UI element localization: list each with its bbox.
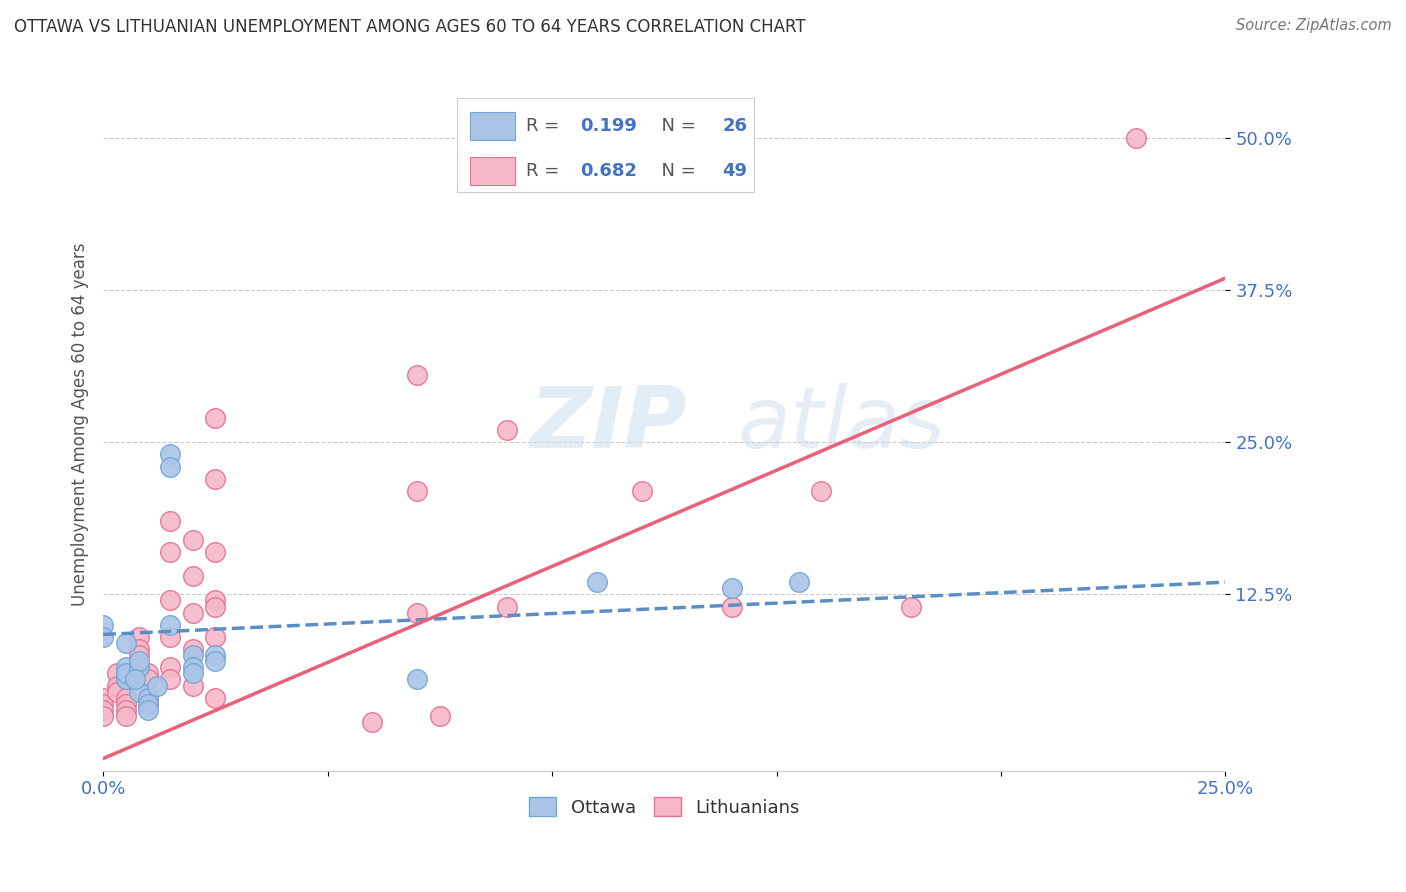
Point (159, 630, 181, 644)
Point (204, 648, 226, 662)
Point (496, 599, 519, 614)
Point (114, 703, 136, 717)
Point (136, 690, 159, 705)
Legend: Ottawa, Lithuanians: Ottawa, Lithuanians (522, 790, 807, 824)
Point (204, 654, 226, 668)
Point (91, 690, 114, 705)
Point (114, 660, 136, 674)
Text: atlas: atlas (737, 383, 945, 466)
Point (136, 703, 159, 717)
Point (159, 447, 181, 461)
Text: 0.199: 0.199 (581, 118, 637, 136)
Point (181, 606, 204, 620)
Point (361, 714, 384, 729)
Point (124, 673, 146, 687)
Point (128, 630, 150, 644)
Point (204, 630, 226, 644)
Point (159, 593, 181, 607)
Point (204, 411, 226, 425)
Point (900, 599, 922, 614)
Point (204, 472, 226, 486)
Point (128, 660, 150, 674)
Text: R =: R = (526, 162, 565, 180)
Point (91, 630, 114, 644)
Point (586, 575, 609, 590)
Point (114, 709, 136, 723)
Point (91, 617, 114, 632)
Point (159, 617, 181, 632)
Point (91, 703, 114, 717)
Point (181, 660, 204, 674)
Point (159, 545, 181, 559)
Point (136, 690, 159, 705)
Point (136, 697, 159, 711)
Point (128, 654, 150, 668)
Point (146, 679, 169, 693)
Point (406, 483, 429, 498)
Point (1125, 131, 1147, 145)
FancyBboxPatch shape (457, 98, 754, 192)
Point (406, 368, 429, 383)
FancyBboxPatch shape (470, 157, 515, 186)
Point (136, 666, 159, 681)
FancyBboxPatch shape (470, 112, 515, 140)
Point (105, 666, 128, 681)
Point (159, 660, 181, 674)
Point (810, 483, 832, 498)
Point (128, 648, 150, 662)
Point (406, 606, 429, 620)
Point (114, 636, 136, 650)
Point (136, 673, 159, 687)
Point (181, 533, 204, 547)
Point (181, 569, 204, 583)
Point (114, 697, 136, 711)
Point (720, 581, 742, 595)
Point (787, 575, 810, 590)
Point (91, 709, 114, 723)
Point (181, 642, 204, 657)
Point (105, 679, 128, 693)
Point (204, 545, 226, 559)
Text: 49: 49 (723, 162, 748, 180)
Point (128, 642, 150, 657)
Y-axis label: Unemployment Among Ages 60 to 64 years: Unemployment Among Ages 60 to 64 years (72, 243, 89, 606)
Point (181, 679, 204, 693)
Text: OTTAWA VS LITHUANIAN UNEMPLOYMENT AMONG AGES 60 TO 64 YEARS CORRELATION CHART: OTTAWA VS LITHUANIAN UNEMPLOYMENT AMONG … (14, 18, 806, 36)
Text: 26: 26 (723, 118, 748, 136)
Point (114, 666, 136, 681)
Point (91, 697, 114, 711)
Point (204, 599, 226, 614)
Point (159, 673, 181, 687)
Text: N =: N = (650, 162, 702, 180)
Text: 0.682: 0.682 (581, 162, 637, 180)
Text: R =: R = (526, 118, 565, 136)
Point (159, 514, 181, 528)
Point (204, 593, 226, 607)
Point (128, 684, 150, 698)
Point (720, 599, 742, 614)
Text: ZIP: ZIP (530, 383, 688, 466)
Point (406, 673, 429, 687)
Point (114, 690, 136, 705)
Text: Source: ZipAtlas.com: Source: ZipAtlas.com (1236, 18, 1392, 33)
Point (159, 459, 181, 474)
Point (181, 666, 204, 681)
Point (181, 648, 204, 662)
Point (496, 423, 519, 437)
Point (631, 483, 654, 498)
Point (429, 709, 451, 723)
Point (105, 684, 128, 698)
Text: N =: N = (650, 118, 702, 136)
Point (114, 673, 136, 687)
Point (136, 697, 159, 711)
Point (114, 673, 136, 687)
Point (204, 690, 226, 705)
